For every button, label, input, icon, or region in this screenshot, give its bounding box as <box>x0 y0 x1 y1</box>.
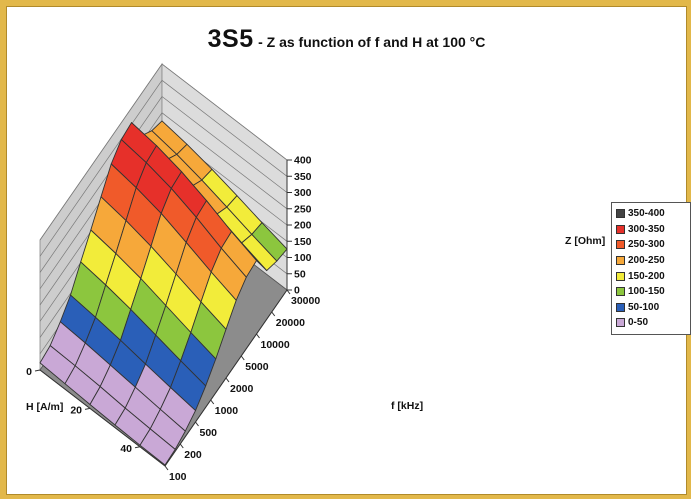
legend-label: 100-150 <box>628 286 665 298</box>
chart-surface <box>39 120 288 466</box>
x-axis-label: f [kHz] <box>391 400 423 412</box>
gridline <box>39 79 288 257</box>
legend-label: 150-200 <box>628 270 665 282</box>
gridline <box>39 95 288 273</box>
z-tick-label: 0 <box>294 285 300 297</box>
f-tick-mark <box>195 421 199 427</box>
legend-swatch <box>616 287 625 297</box>
chart-title: 3S5 - Z as function of f and H at 100 °C <box>7 25 686 54</box>
f-tick-mark <box>225 377 230 383</box>
f-tick-mark <box>256 333 260 339</box>
z-tick-label: 250 <box>294 203 312 215</box>
f-tick-label: 2000 <box>230 383 254 395</box>
legend-swatch <box>616 318 625 328</box>
legend-swatch <box>616 224 625 234</box>
z-tick-label: 50 <box>294 268 306 280</box>
legend: 350-400 300-350 250-300 200-250 150-200 100-1… <box>611 202 691 335</box>
z-axis-label: Z [Ohm] <box>565 235 605 247</box>
z-tick-label: 400 <box>294 155 312 167</box>
f-axis-line <box>164 289 288 467</box>
h-tick-label: 0 <box>26 366 32 378</box>
f-tick-mark <box>286 289 291 295</box>
legend-item: 300-350 <box>616 222 686 238</box>
legend-item: 250-300 <box>616 237 686 253</box>
chart-title-subtitle: - Z as function of f and H at 100 °C <box>258 34 486 50</box>
legend-swatch <box>616 240 625 250</box>
gridline <box>39 63 288 241</box>
h-tick-label: 20 <box>70 404 82 416</box>
f-tick-label: 1000 <box>215 405 239 417</box>
h-tick-mark <box>34 369 41 372</box>
legend-label: 0-50 <box>628 317 649 329</box>
f-tick-label: 5000 <box>245 361 269 373</box>
legend-swatch <box>616 256 625 266</box>
f-tick-label: 10000 <box>261 339 290 351</box>
legend-label: 350-400 <box>628 208 665 220</box>
legend-swatch <box>616 271 625 281</box>
f-tick-mark <box>271 311 276 317</box>
f-tick-mark <box>210 399 215 405</box>
legend-label: 50-100 <box>628 301 660 313</box>
f-tick-mark <box>240 355 245 361</box>
h-tick-mark <box>84 407 91 410</box>
legend-item: 50-100 <box>616 300 686 316</box>
z-tick-label: 350 <box>294 171 312 183</box>
legend-item: 200-250 <box>616 253 686 269</box>
legend-label: 300-350 <box>628 223 665 235</box>
legend-item: 150-200 <box>616 268 686 284</box>
f-tick-label: 20000 <box>276 317 305 329</box>
legend-label: 250-300 <box>628 239 665 251</box>
f-tick-label: 30000 <box>291 295 320 307</box>
z-tick-label: 100 <box>294 252 312 264</box>
z-tick-label: 200 <box>294 220 312 232</box>
h-axis-line <box>39 369 166 467</box>
legend-swatch <box>616 209 625 219</box>
legend-item: 100-150 <box>616 284 686 300</box>
legend-item: 350-400 <box>616 206 686 222</box>
gridline <box>39 112 288 289</box>
legend-label: 200-250 <box>628 255 665 267</box>
z-tick-label: 150 <box>294 236 312 248</box>
chart-axes: 0501001502002503003504001002005001000200… <box>26 155 320 484</box>
legend-item: 0-50 <box>616 315 686 331</box>
f-tick-mark <box>179 443 184 449</box>
f-tick-label: 500 <box>200 427 218 439</box>
y-axis-label: H [A/m] <box>26 401 63 413</box>
h-tick-mark <box>134 446 141 449</box>
chart-title-main: 3S5 <box>207 25 254 53</box>
f-tick-label: 200 <box>184 449 202 461</box>
surface-patch <box>139 428 176 466</box>
legend-swatch <box>616 302 625 312</box>
z-tick-label: 300 <box>294 187 312 199</box>
h-tick-label: 40 <box>120 443 132 455</box>
f-tick-label: 100 <box>169 471 187 483</box>
f-tick-mark <box>164 465 169 471</box>
